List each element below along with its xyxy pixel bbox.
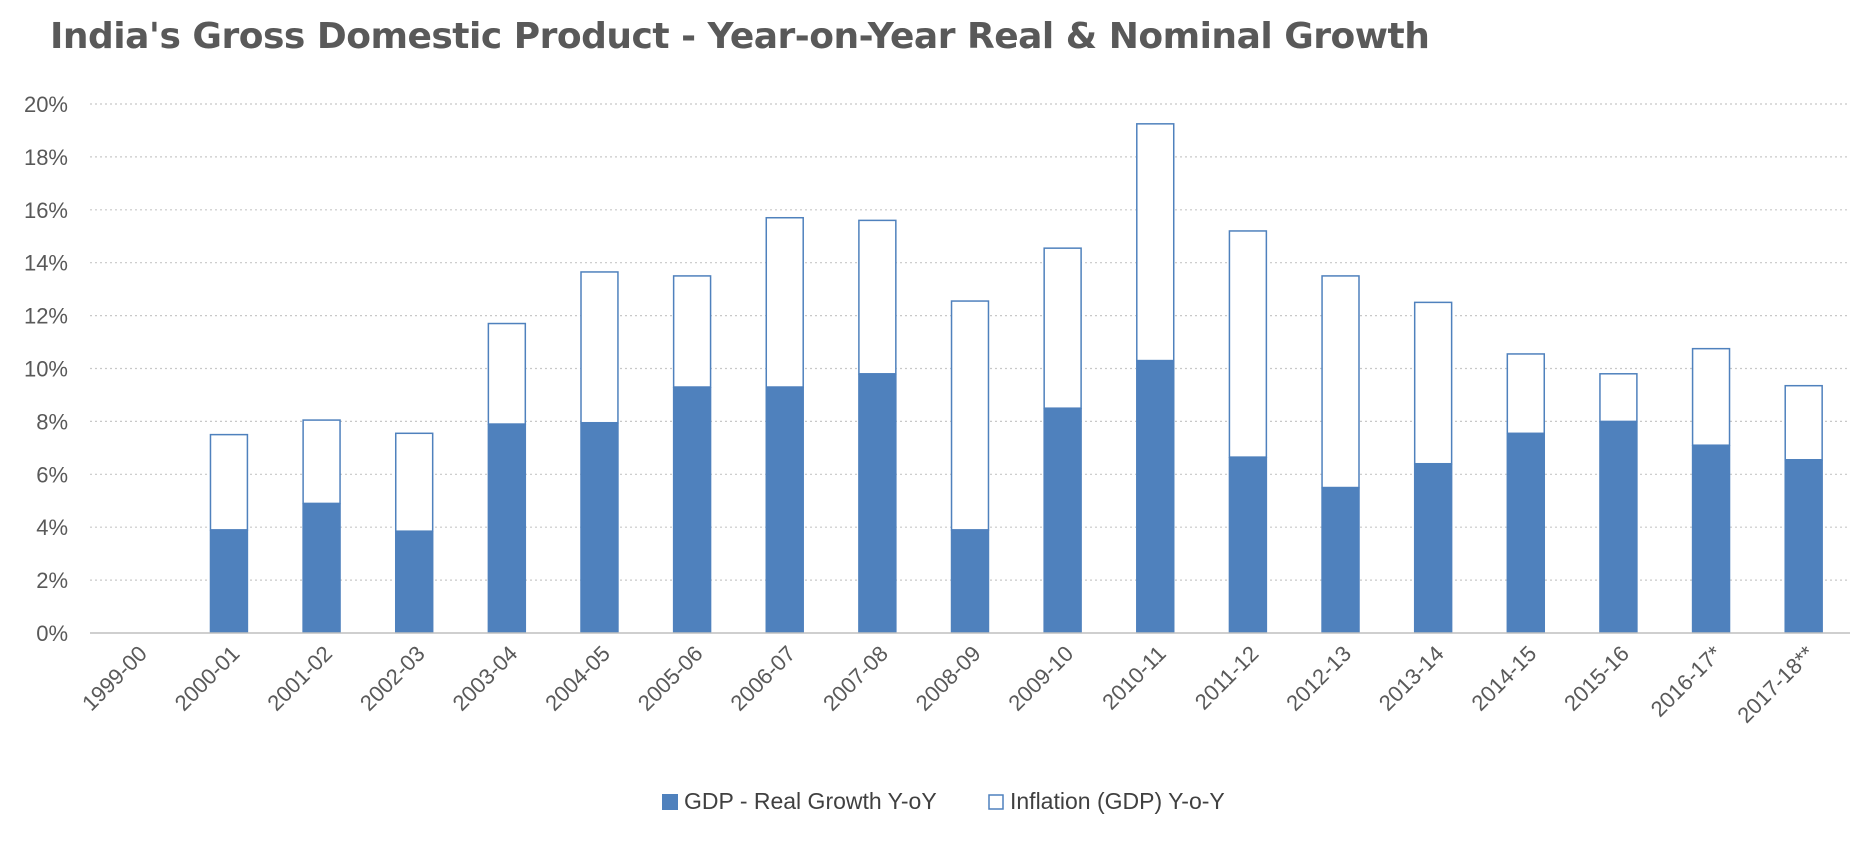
legend: GDP - Real Growth Y-oY Inflation (GDP) Y-… xyxy=(662,788,1225,814)
legend-swatch-real-growth xyxy=(662,794,678,810)
x-tick-label: 2017-18** xyxy=(1732,641,1819,728)
x-tick-label: 2011-12 xyxy=(1190,641,1264,715)
y-axis-tick-labels: 0% 2% 4% 6% 8% 10% 12% 14% 16% 18% 20% xyxy=(24,92,68,646)
chart-title: India's Gross Domestic Product - Year-on… xyxy=(50,16,1430,57)
bar-inflation xyxy=(765,216,804,388)
y-tick-label: 8% xyxy=(36,409,68,434)
bar-real-growth xyxy=(1599,421,1638,633)
bar-inflation xyxy=(1599,373,1638,423)
bar-real-growth xyxy=(1506,433,1546,633)
x-tick-label: 2006-07 xyxy=(725,641,800,716)
y-tick-label: 16% xyxy=(24,198,68,223)
x-axis-tick-labels: 1999-00 2000-01 2001-02 2002-03 2003-04 2004-… xyxy=(77,641,1819,728)
bar-real-growth xyxy=(950,529,990,633)
y-tick-label: 6% xyxy=(36,462,68,487)
bar-real-growth xyxy=(580,422,619,633)
bar-inflation xyxy=(1413,301,1453,465)
x-tick-label: 2000-01 xyxy=(170,641,245,716)
y-tick-label: 10% xyxy=(24,357,68,382)
x-tick-label: 2008-09 xyxy=(911,641,986,716)
x-tick-label: 2016-17* xyxy=(1646,641,1727,722)
y-tick-label: 0% xyxy=(36,621,68,646)
x-tick-label: 2013-14 xyxy=(1374,641,1449,716)
bar-inflation xyxy=(1136,123,1175,362)
x-tick-label: 2009-10 xyxy=(1003,641,1078,716)
y-tick-label: 14% xyxy=(24,251,68,276)
y-tick-label: 2% xyxy=(36,568,68,593)
x-tick-label: 2015-16 xyxy=(1559,641,1634,716)
bar-inflation xyxy=(1691,347,1731,446)
x-tick-label: 1999-00 xyxy=(77,641,152,716)
bar-inflation xyxy=(580,271,619,424)
bar-inflation xyxy=(1043,247,1082,409)
bar-inflation xyxy=(394,432,434,532)
x-tick-label: 2007-08 xyxy=(818,641,893,716)
bar-inflation xyxy=(209,433,249,531)
y-tick-label: 4% xyxy=(36,515,68,540)
bar-inflation xyxy=(1784,384,1823,461)
y-tick-label: 12% xyxy=(24,304,68,329)
bar-real-growth xyxy=(394,531,434,633)
bar-inflation xyxy=(858,219,897,375)
x-tick-label: 2004-05 xyxy=(540,641,615,716)
bar-real-growth xyxy=(1691,445,1731,633)
bar-inflation xyxy=(1506,353,1546,435)
x-tick-label: 2012-13 xyxy=(1281,641,1356,716)
bar-real-growth xyxy=(672,387,712,633)
bar-real-growth xyxy=(1043,408,1082,633)
bar-real-growth xyxy=(858,373,897,633)
bar-real-growth xyxy=(302,503,341,633)
bars xyxy=(209,123,1823,633)
bar-real-growth xyxy=(1784,459,1823,633)
x-tick-label: 2002-03 xyxy=(355,641,430,716)
x-tick-label: 2003-04 xyxy=(448,641,523,716)
y-tick-label: 18% xyxy=(24,145,68,170)
bar-real-growth xyxy=(487,424,527,633)
legend-swatch-inflation xyxy=(988,794,1004,810)
bar-real-growth xyxy=(1321,487,1360,633)
legend-label-inflation: Inflation (GDP) Y-o-Y xyxy=(1010,788,1225,814)
y-tick-label: 20% xyxy=(24,92,68,117)
bar-inflation xyxy=(302,419,341,505)
x-tick-label: 2014-15 xyxy=(1467,641,1542,716)
bar-inflation xyxy=(1228,230,1268,458)
bar-real-growth xyxy=(1136,360,1175,633)
bar-real-growth xyxy=(1228,457,1268,633)
bar-real-growth xyxy=(765,387,804,633)
bar-inflation xyxy=(950,300,990,531)
x-tick-label: 2001-02 xyxy=(262,641,337,716)
bar-inflation xyxy=(487,322,527,425)
x-tick-label: 2010-11 xyxy=(1097,641,1171,715)
bar-inflation xyxy=(1321,275,1360,489)
x-tick-label: 2005-06 xyxy=(633,641,708,716)
bar-real-growth xyxy=(209,529,249,633)
legend-label-real-growth: GDP - Real Growth Y-oY xyxy=(684,788,937,814)
bar-inflation xyxy=(672,275,712,388)
bar-real-growth xyxy=(1413,463,1453,633)
